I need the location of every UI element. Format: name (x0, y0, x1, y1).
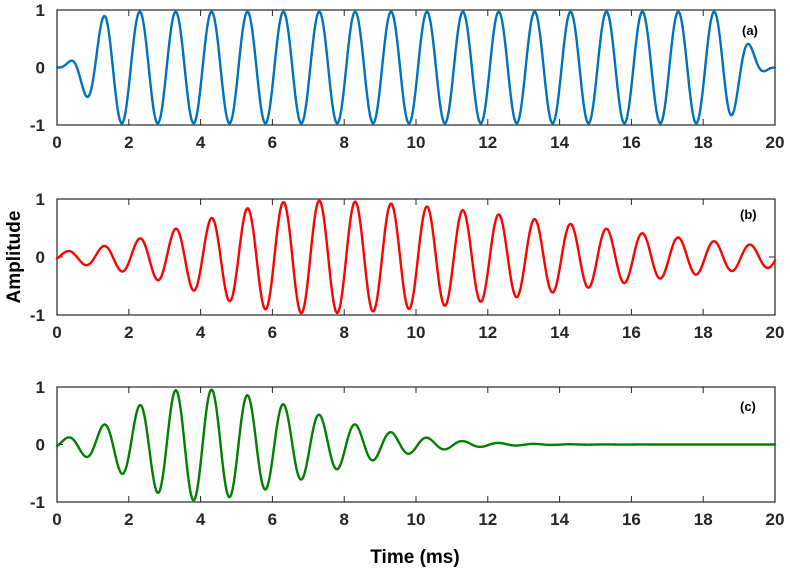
x-axis-label: Time (ms) (370, 547, 459, 568)
x-tick-label: 10 (407, 510, 426, 529)
x-tick-label: 18 (694, 510, 713, 529)
y-tick-label: 1 (36, 1, 45, 20)
x-tick-label: 20 (766, 133, 785, 152)
x-tick-label: 4 (196, 323, 206, 342)
panels: 0 2 4 6 8 10 12 14 16 18 20-101(a)0 2 4 6 8 10 12 14 16 18 2… (30, 1, 785, 529)
x-tick-label: 4 (196, 133, 206, 152)
y-tick-label: -1 (30, 493, 45, 512)
x-tick-label: 12 (478, 510, 497, 529)
x-tick-label: 0 (52, 133, 61, 152)
x-tick-label: 14 (550, 510, 569, 529)
panel-b: 0 2 4 6 8 10 12 14 16 18 20 -1 0 1 (b) (30, 190, 785, 342)
x-tick-label: 20 (766, 510, 785, 529)
x-tick-label: 12 (478, 323, 497, 342)
y-tick-label: 0 (36, 248, 45, 267)
x-tick-label: 8 (339, 510, 348, 529)
panel-c: 0 2 4 6 8 10 12 14 16 18 20 -1 0 1 (c) (30, 378, 785, 529)
y-tick-label: 1 (36, 378, 45, 397)
y-tick-label: 0 (36, 59, 45, 78)
x-tick-label: 16 (622, 323, 641, 342)
series-line (55, 388, 777, 502)
series-line (55, 10, 777, 125)
y-axis-label: Amplitude (4, 211, 25, 304)
panel-label: (b) (740, 207, 757, 222)
axes-frame (56, 9, 776, 126)
x-tick-label: 0 (52, 510, 61, 529)
x-tick-label: 2 (124, 133, 133, 152)
y-tick-label: 1 (36, 190, 45, 209)
y-tick-label: -1 (30, 116, 45, 135)
x-tick-label: 18 (694, 133, 713, 152)
x-tick-label: 18 (694, 323, 713, 342)
y-tick-label: 0 (36, 436, 45, 455)
y-tick-label: -1 (30, 306, 45, 325)
x-tick-label: 6 (268, 133, 277, 152)
x-tick-label: 8 (339, 323, 348, 342)
x-tick-label: 2 (124, 323, 133, 342)
x-tick-label: 4 (196, 510, 206, 529)
x-tick-label: 12 (478, 133, 497, 152)
x-tick-label: 6 (268, 510, 277, 529)
x-tick-label: 10 (407, 133, 426, 152)
x-tick-label: 6 (268, 323, 277, 342)
x-tick-label: 0 (52, 323, 61, 342)
axes-frame (56, 198, 776, 316)
x-tick-label: 14 (550, 323, 569, 342)
x-tick-label: 14 (550, 133, 569, 152)
x-tick-label: 2 (124, 510, 133, 529)
x-tick-label: 16 (622, 510, 641, 529)
panel-label: (a) (742, 23, 758, 38)
x-tick-label: 20 (766, 323, 785, 342)
series-line (55, 199, 777, 315)
panel-label: (c) (740, 399, 756, 414)
x-tick-label: 10 (407, 323, 426, 342)
x-tick-label: 8 (339, 133, 348, 152)
x-tick-label: 16 (622, 133, 641, 152)
panel-a: 0 2 4 6 8 10 12 14 16 18 20 -1 0 1 (a) (30, 1, 785, 152)
